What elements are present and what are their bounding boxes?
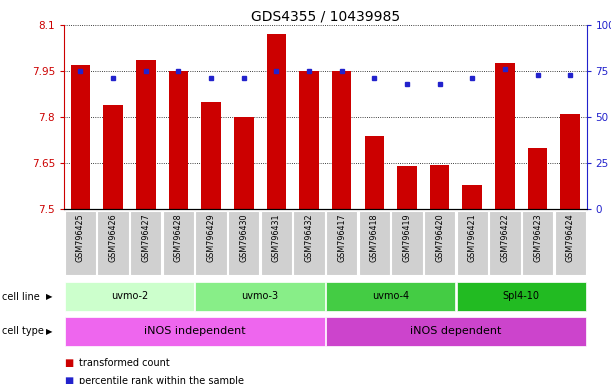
Bar [71,65,90,209]
Bar [359,211,390,275]
Text: uvmo-4: uvmo-4 [372,291,409,301]
Text: GSM796424: GSM796424 [566,214,575,262]
Bar [391,211,423,275]
Text: GSM796432: GSM796432 [304,214,313,262]
Bar [136,60,156,209]
Text: GSM796429: GSM796429 [207,214,216,263]
Bar [456,211,488,275]
Bar [489,211,521,275]
Bar [234,117,254,209]
Text: iNOS dependent: iNOS dependent [410,326,502,336]
Text: GSM796421: GSM796421 [468,214,477,262]
Text: GSM796428: GSM796428 [174,214,183,262]
Text: GSM796419: GSM796419 [403,214,411,262]
Bar [495,63,514,209]
Bar [326,316,586,346]
Bar [261,211,292,275]
Bar [326,211,357,275]
Text: GSM796422: GSM796422 [500,214,510,263]
Text: iNOS independent: iNOS independent [144,326,246,336]
Bar [397,166,417,209]
Text: ■: ■ [64,358,73,368]
Text: percentile rank within the sample: percentile rank within the sample [79,376,244,384]
Text: GSM796420: GSM796420 [435,214,444,262]
Text: GSM796425: GSM796425 [76,214,85,263]
Text: cell line: cell line [2,291,40,302]
Bar [98,211,129,275]
Bar [293,211,324,275]
Text: GSM796431: GSM796431 [272,214,281,262]
Bar [560,114,580,209]
Bar [332,71,351,209]
Text: ▶: ▶ [46,292,53,301]
Bar [196,282,324,311]
Text: uvmo-2: uvmo-2 [111,291,148,301]
Text: GSM796426: GSM796426 [109,214,118,262]
Bar [228,211,260,275]
Text: transformed count: transformed count [79,358,170,368]
Text: ■: ■ [64,376,73,384]
Bar [103,105,123,209]
Bar [430,165,450,209]
Text: Spl4-10: Spl4-10 [503,291,540,301]
Text: GSM796423: GSM796423 [533,214,542,262]
Bar [266,34,286,209]
Text: GSM796430: GSM796430 [240,214,248,262]
Bar [65,282,194,311]
Bar [424,211,455,275]
Text: cell type: cell type [2,326,44,336]
Bar [528,148,547,209]
Bar [65,316,324,346]
Bar [365,136,384,209]
Bar [456,282,586,311]
Bar [299,71,319,209]
Bar [463,185,482,209]
Text: GSM796427: GSM796427 [141,214,150,263]
Bar [196,211,227,275]
Bar [130,211,161,275]
Text: uvmo-3: uvmo-3 [241,291,279,301]
Text: GSM796418: GSM796418 [370,214,379,262]
Title: GDS4355 / 10439985: GDS4355 / 10439985 [251,10,400,24]
Bar [169,71,188,209]
Bar [201,102,221,209]
Text: ▶: ▶ [46,327,53,336]
Bar [522,211,553,275]
Bar [65,211,96,275]
Text: GSM796417: GSM796417 [337,214,346,262]
Bar [326,282,455,311]
Bar [163,211,194,275]
Bar [555,211,586,275]
